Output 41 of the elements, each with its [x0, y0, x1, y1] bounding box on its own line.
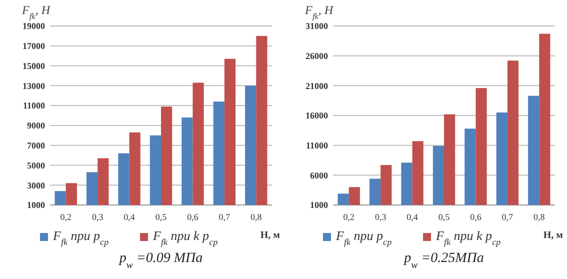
x-axis-title: H, м	[543, 230, 564, 241]
x-tick-label: 0,7	[218, 212, 231, 222]
y-tick-label: 1000	[310, 200, 328, 210]
x-tick-label: 0,4	[124, 212, 136, 222]
y-tick-label: 26000	[306, 50, 328, 61]
x-tick-label: 0,4	[406, 212, 418, 222]
y-tick-label: 1000	[27, 200, 46, 210]
y-tick-label: 19000	[22, 21, 46, 32]
y-tick-label: 16000	[306, 110, 328, 121]
y-tick-label: 6000	[310, 170, 328, 180]
x-tick-label: 0,5	[438, 212, 450, 222]
y-tick-label: 13000	[22, 80, 46, 91]
legend-label: F$_{fk}$ при p$_{ср}$	[52, 228, 110, 247]
y-axis-title: F$_{fk}$, Н	[21, 3, 52, 20]
legend-label: F$_{fk}$ при p$_{ср}$	[335, 228, 392, 247]
y-tick-label: 21000	[306, 80, 328, 91]
text: p$_{w}$ =0.09 МПа	[118, 251, 203, 270]
y-tick-label: 31000	[306, 21, 328, 32]
x-tick-label: 0,5	[155, 212, 168, 222]
y-tick-label: 17000	[22, 41, 46, 52]
y-tick-label: 3000	[27, 180, 46, 190]
x-tick-label: 0,3	[92, 212, 104, 222]
x-tick-label: 0,8	[534, 212, 546, 222]
x-tick-label: 0,2	[343, 212, 354, 222]
x-axis-title: H, м	[260, 230, 280, 241]
y-tick-label: 11000	[306, 140, 328, 150]
y-tick-label: 11000	[22, 100, 46, 111]
x-tick-label: 0,6	[470, 212, 482, 222]
legend-label: F$_{fk}$ при k p$_{ср}$	[152, 228, 218, 247]
x-tick-label: 0,7	[502, 212, 514, 222]
x-tick-label: 0,2	[60, 212, 72, 222]
y-tick-label: 15000	[22, 60, 46, 71]
y-axis-title: F$_{fk}$, Н	[304, 3, 334, 20]
text: p$_{w}$ =0.25МПа	[403, 251, 484, 270]
y-tick-label: 9000	[27, 120, 46, 131]
x-tick-label: 0,6	[187, 212, 199, 222]
legend-label: F$_{fk}$ при k p$_{ср}$	[435, 228, 502, 247]
x-tick-label: 0,8	[250, 212, 262, 222]
y-tick-label: 5000	[27, 160, 46, 170]
x-tick-label: 0,3	[374, 212, 387, 222]
y-tick-label: 7000	[27, 140, 46, 150]
